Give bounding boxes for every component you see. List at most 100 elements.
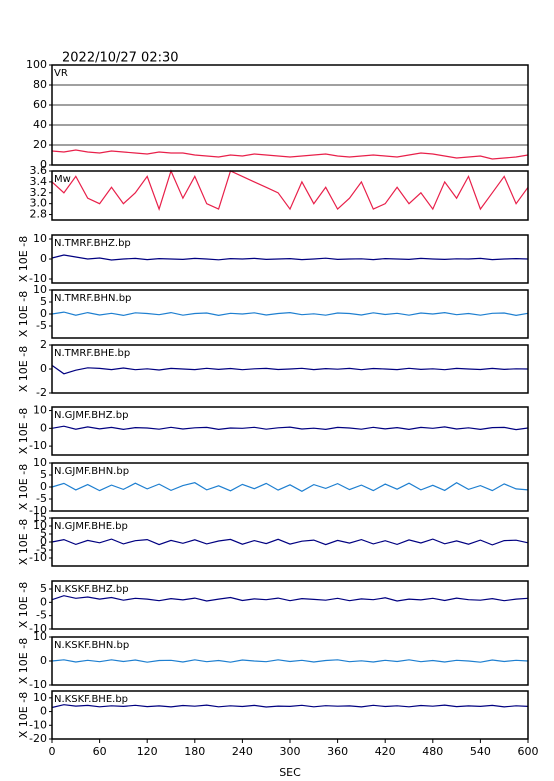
panel-label: N.GJMF.BHZ.bp xyxy=(54,410,128,421)
y-tick-label: 0 xyxy=(40,307,47,320)
panel-frame xyxy=(51,517,529,567)
y-tick-label: 60 xyxy=(33,98,47,111)
data-line xyxy=(51,425,529,431)
y-axis-label: X 10E -8 xyxy=(17,291,30,337)
panel-frame xyxy=(51,636,529,686)
y-axis-label: X 10E -8 xyxy=(17,408,30,454)
x-tick-label: 300 xyxy=(280,745,301,758)
panel-label: N.GJMF.BHE.bp xyxy=(54,521,128,532)
data-line xyxy=(51,481,529,492)
panel-frame xyxy=(51,234,529,284)
y-tick-label: 0 xyxy=(40,705,47,718)
panel-label: N.KSKF.BHZ.bp xyxy=(54,584,129,595)
data-line xyxy=(51,538,529,546)
y-tick-label: 5 xyxy=(40,527,47,540)
y-tick-label: 3.6 xyxy=(30,164,48,177)
y-tick-label: 0 xyxy=(40,158,47,171)
data-line xyxy=(51,254,529,261)
y-tick-label: -20 xyxy=(29,732,47,745)
y-tick-label: 0 xyxy=(40,252,47,265)
y-tick-label: 10 xyxy=(33,283,47,296)
panel-frame xyxy=(51,462,529,512)
data-line xyxy=(51,311,529,317)
y-tick-label: 5 xyxy=(40,582,47,595)
y-tick-label: 5 xyxy=(40,468,47,481)
y-axis-label: X 10E -8 xyxy=(17,582,30,628)
y-tick-label: 0 xyxy=(40,421,47,434)
panel-frame xyxy=(51,406,529,456)
y-tick-label: 80 xyxy=(33,78,47,91)
panel-label: N.TMRF.BHZ.bp xyxy=(54,238,131,249)
x-tick-label: 420 xyxy=(375,745,396,758)
y-axis-label: X 10E -8 xyxy=(17,519,30,565)
y-tick-label: -5 xyxy=(36,543,47,556)
x-tick-label: 60 xyxy=(93,745,107,758)
y-tick-label: 100 xyxy=(26,58,47,71)
y-tick-label: 20 xyxy=(33,138,47,151)
y-tick-label: 0 xyxy=(40,535,47,548)
chart-title: 2022/10/27 02:30 xyxy=(62,51,179,66)
panel-label: N.KSKF.BHE.bp xyxy=(54,694,128,705)
data-line xyxy=(51,364,529,375)
panel-label: N.TMRF.BHE.bp xyxy=(54,348,130,359)
y-tick-label: 10 xyxy=(33,404,47,417)
panel-label: VR xyxy=(54,68,68,79)
x-tick-label: 360 xyxy=(327,745,348,758)
data-line xyxy=(51,595,529,602)
y-axis-label: X 10E -8 xyxy=(17,464,30,510)
data-line xyxy=(51,659,529,663)
x-tick-label: 480 xyxy=(422,745,443,758)
y-tick-label: 2.8 xyxy=(30,208,48,221)
y-axis-label: X 10E -8 xyxy=(17,236,30,282)
y-tick-label: 3.4 xyxy=(30,175,48,188)
y-tick-label: 10 xyxy=(33,519,47,532)
y-axis-label: X 10E -8 xyxy=(17,692,30,738)
panel-frame xyxy=(51,64,529,166)
x-tick-label: 0 xyxy=(49,745,56,758)
panel-label: N.GJMF.BHN.bp xyxy=(54,466,129,477)
y-tick-label: -10 xyxy=(29,504,47,517)
x-tick-label: 180 xyxy=(184,745,205,758)
y-tick-label: 10 xyxy=(33,232,47,245)
panel-label: Mw xyxy=(54,174,71,185)
y-tick-label: -10 xyxy=(29,551,47,564)
y-tick-label: 3.2 xyxy=(30,186,48,199)
y-tick-label: -10 xyxy=(29,718,47,731)
x-axis-label: SEC xyxy=(279,766,301,779)
data-line xyxy=(51,149,529,160)
y-tick-label: 0 xyxy=(40,362,47,375)
y-tick-label: 2 xyxy=(40,338,47,351)
y-tick-label: 10 xyxy=(33,691,47,704)
panel-frame xyxy=(51,289,529,339)
panel-frame xyxy=(51,580,529,630)
y-tick-label: -5 xyxy=(36,609,47,622)
y-tick-label: 5 xyxy=(40,295,47,308)
y-tick-label: -10 xyxy=(29,622,47,635)
data-line xyxy=(51,704,529,709)
y-tick-label: 0 xyxy=(40,595,47,608)
y-tick-label: 40 xyxy=(33,118,47,131)
x-tick-label: 540 xyxy=(470,745,491,758)
x-tick-label: 120 xyxy=(137,745,158,758)
panel-label: N.TMRF.BHN.bp xyxy=(54,293,131,304)
y-axis-label: X 10E -8 xyxy=(17,638,30,684)
y-axis-label: X 10E -8 xyxy=(17,346,30,392)
x-tick-label: 240 xyxy=(232,745,253,758)
y-tick-label: -5 xyxy=(36,492,47,505)
y-tick-label: -10 xyxy=(29,678,47,691)
panel-frame xyxy=(51,344,529,394)
y-tick-label: 0 xyxy=(40,480,47,493)
y-tick-label: -10 xyxy=(29,439,47,452)
panel-label: N.KSKF.BHN.bp xyxy=(54,640,129,651)
y-tick-label: 15 xyxy=(33,511,47,524)
data-line xyxy=(51,169,529,211)
y-tick-label: 0 xyxy=(40,654,47,667)
y-tick-label: 3.0 xyxy=(30,197,48,210)
y-tick-label: -10 xyxy=(29,272,47,285)
panel-frame xyxy=(51,170,529,221)
y-tick-label: 10 xyxy=(33,630,47,643)
y-tick-label: -5 xyxy=(36,319,47,332)
x-tick-label: 600 xyxy=(518,745,539,758)
y-tick-label: -2 xyxy=(36,386,47,399)
